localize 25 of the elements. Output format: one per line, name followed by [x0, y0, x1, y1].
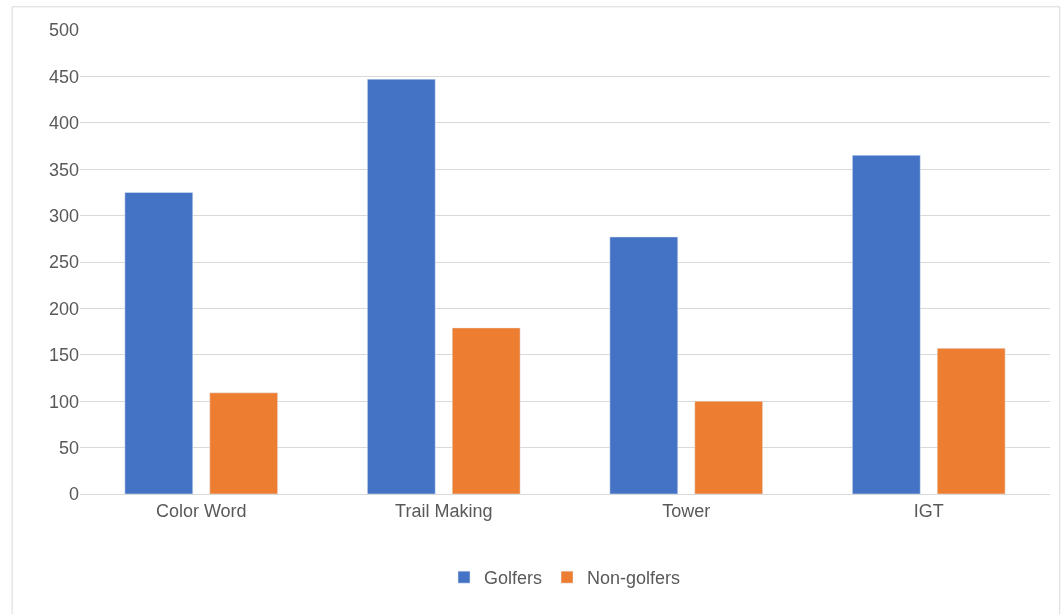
- x-tick-label: Tower: [662, 500, 711, 521]
- legend-label: Non-golfers: [587, 568, 681, 589]
- y-tick-label: 350: [48, 159, 79, 180]
- y-tick-label: 0: [68, 484, 79, 505]
- bar: [124, 192, 194, 494]
- y-tick-label: 200: [48, 298, 79, 319]
- y-tick-label: 100: [48, 391, 79, 412]
- y-tick-label: 250: [48, 252, 79, 273]
- bar: [367, 78, 436, 494]
- y-tick-label: 150: [48, 345, 79, 366]
- legend-label: Golfers: [484, 568, 543, 589]
- bar: [694, 400, 763, 494]
- y-tick-label: 400: [48, 113, 79, 134]
- bar: [609, 236, 679, 494]
- bar: [852, 155, 921, 494]
- y-tick-label: 500: [48, 20, 79, 41]
- bar: [936, 348, 1006, 494]
- y-tick-label: 450: [48, 66, 79, 87]
- y-tick-label: 50: [58, 437, 79, 458]
- x-tick-label: IGT: [913, 500, 944, 521]
- bar: [451, 327, 521, 494]
- bar: [209, 392, 278, 494]
- x-tick-label: Color Word: [155, 500, 247, 521]
- y-tick-label: 300: [48, 205, 79, 226]
- x-tick-label: Trail Making: [395, 500, 493, 521]
